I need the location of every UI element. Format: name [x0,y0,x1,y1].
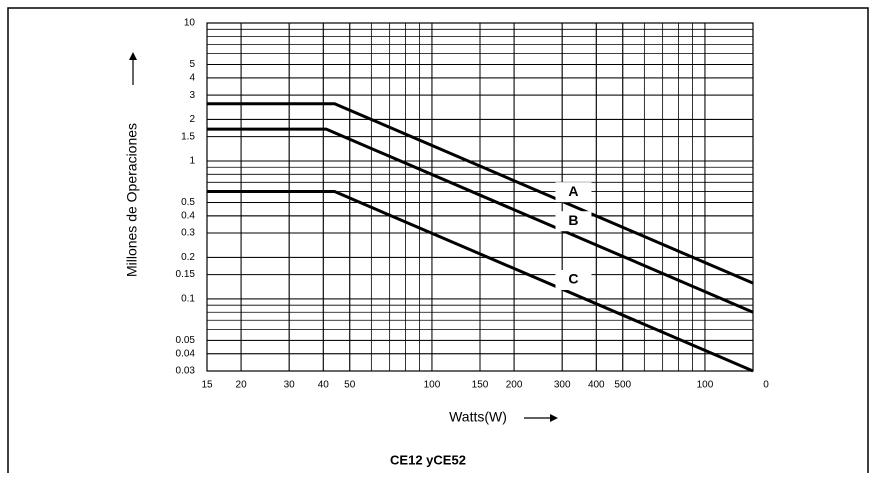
y-tick-label: 5 [189,59,195,70]
y-tick-label: 0.04 [176,348,196,359]
x-tick-label: 0 [763,380,769,391]
y-tick-label: 2 [189,114,195,125]
x-tick-label: 400 [588,380,605,391]
x-tick-label: 150 [472,380,489,391]
y-tick-label: 3 [189,90,195,101]
series-line [207,102,754,285]
series-line [207,190,754,373]
series-label: A [568,183,578,199]
x-tick-label: 50 [344,380,356,391]
x-tick-label: 300 [554,380,571,391]
y-tick-label: 10 [184,18,196,29]
plot-border [206,22,754,372]
series-line [207,127,754,314]
x-tick-label: 500 [614,380,631,391]
y-tick-label: 4 [189,73,195,84]
chart-title: CE12 yCE52 [390,452,466,467]
y-arrow-head [129,52,137,60]
x-tick-label: 20 [236,380,248,391]
x-tick-label: 100 [697,380,714,391]
x-tick-label: 200 [506,380,523,391]
x-axis-label: Watts(W) [449,409,507,425]
y-tick-label: 1 [189,156,195,167]
y-tick-label: 0.4 [181,210,195,221]
y-axis-label: Millones de Operaciones [124,123,140,277]
y-tick-label: 0.3 [181,228,195,239]
y-tick-label: 1.5 [181,131,195,142]
series-label-box [555,270,592,291]
y-tick-label: 0.1 [181,294,195,305]
x-arrow-head [550,414,558,422]
series-label-box [555,182,592,203]
x-tick-label: 100 [424,380,441,391]
y-tick-label: 0.5 [181,197,195,208]
y-tick-label: 0.2 [181,252,195,263]
y-tick-label: 0.15 [176,269,196,280]
series-label-box [555,211,592,232]
frame [7,7,869,478]
y-tick-label: 0.05 [176,335,196,346]
x-tick-label: 40 [318,380,330,391]
series-label: C [568,271,578,287]
y-tick-label: 0.03 [176,366,196,377]
x-tick-label: 15 [201,380,213,391]
series-label: B [568,212,578,228]
x-tick-label: 30 [284,380,296,391]
